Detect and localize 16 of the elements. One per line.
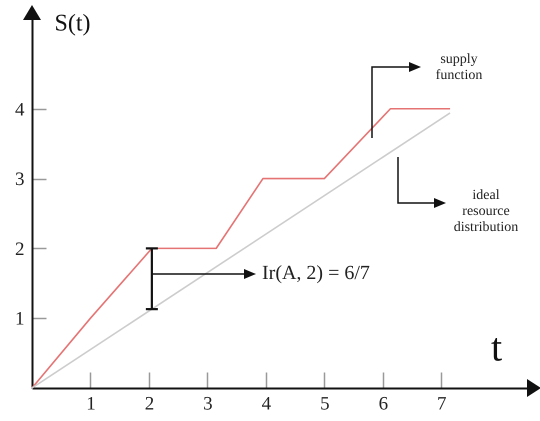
- x-tick-label: 5: [320, 394, 330, 414]
- x-tick-label: 4: [262, 394, 272, 414]
- y-axis-title: S(t): [54, 10, 90, 36]
- annotation: Ir(A, 2) = 6/7: [262, 262, 370, 284]
- x-tick-label: 7: [437, 394, 447, 414]
- annotation: supply function: [436, 52, 482, 83]
- annotation: ideal resource distribution: [454, 188, 518, 235]
- y-tick-label: 4: [15, 99, 25, 120]
- y-tick-label: 1: [15, 308, 24, 330]
- x-tick-label: 1: [86, 394, 96, 414]
- x-tick-label: 6: [378, 394, 388, 414]
- y-tick-label: 3: [15, 169, 24, 190]
- x-tick-label: 2: [144, 394, 154, 414]
- x-axis-title: t: [490, 324, 502, 370]
- x-tick-label: 3: [203, 394, 213, 414]
- y-tick-label: 2: [15, 238, 24, 260]
